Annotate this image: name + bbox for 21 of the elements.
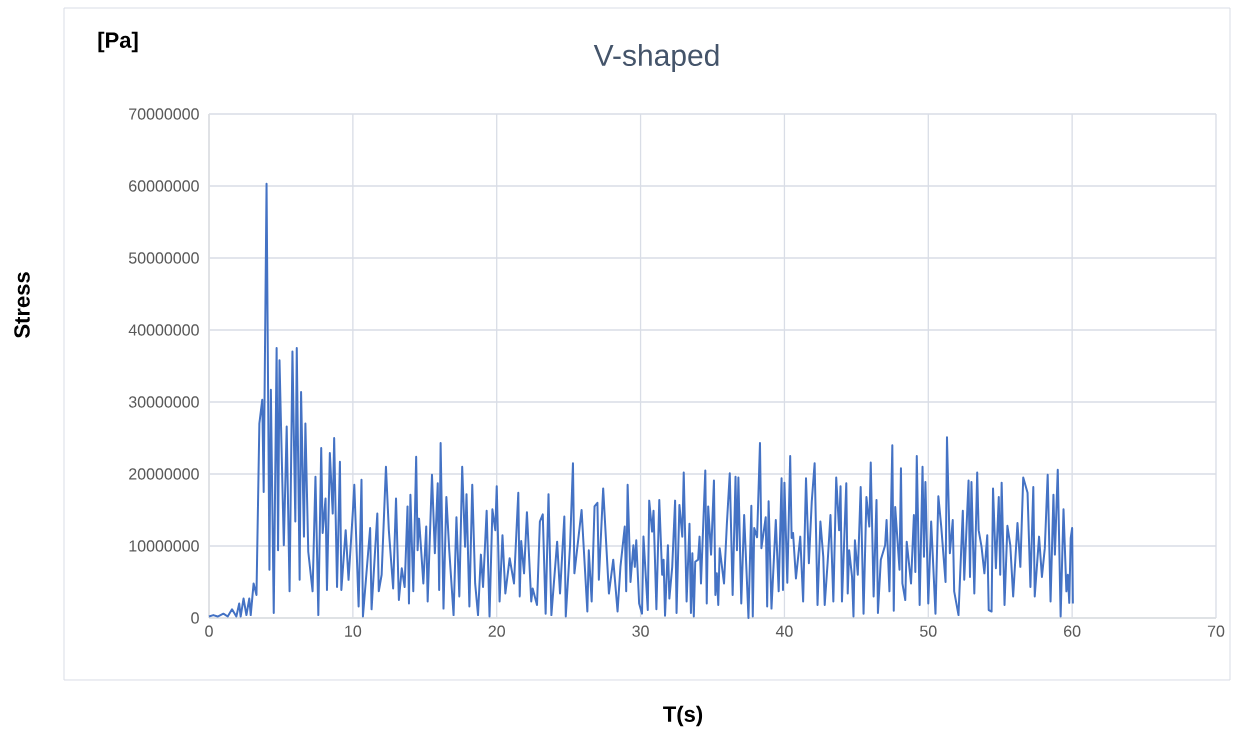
y-tick-label: 40000000	[128, 324, 199, 336]
y-tick-label: 70000000	[129, 108, 199, 120]
text: [Pa]	[98, 31, 138, 53]
x-tick-label: 60	[1064, 625, 1081, 637]
x-axis-title: T(s)	[663, 705, 703, 727]
y-axis-title: Stress	[14, 272, 30, 338]
x-tick-label: 0	[205, 625, 213, 637]
line-series	[208, 182, 1074, 619]
y-tick-label: 30000000	[128, 396, 199, 408]
chart-title: V-shaped	[593, 44, 719, 72]
x-tick-label: 40	[775, 625, 793, 637]
x-tick-label: 20	[488, 625, 505, 637]
x-tick-label: 70	[1207, 625, 1225, 637]
y-tick-label: 60000000	[129, 180, 199, 192]
x-tick-label: 10	[345, 625, 362, 637]
y-tick-label: 0	[191, 612, 199, 624]
x-tick-label: 30	[632, 625, 649, 637]
y-tick-label: 10000000	[129, 540, 199, 552]
y-tick-label: 50000000	[128, 252, 199, 264]
x-tick-label: 50	[920, 625, 937, 637]
y-tick-label: 20000000	[129, 468, 199, 480]
